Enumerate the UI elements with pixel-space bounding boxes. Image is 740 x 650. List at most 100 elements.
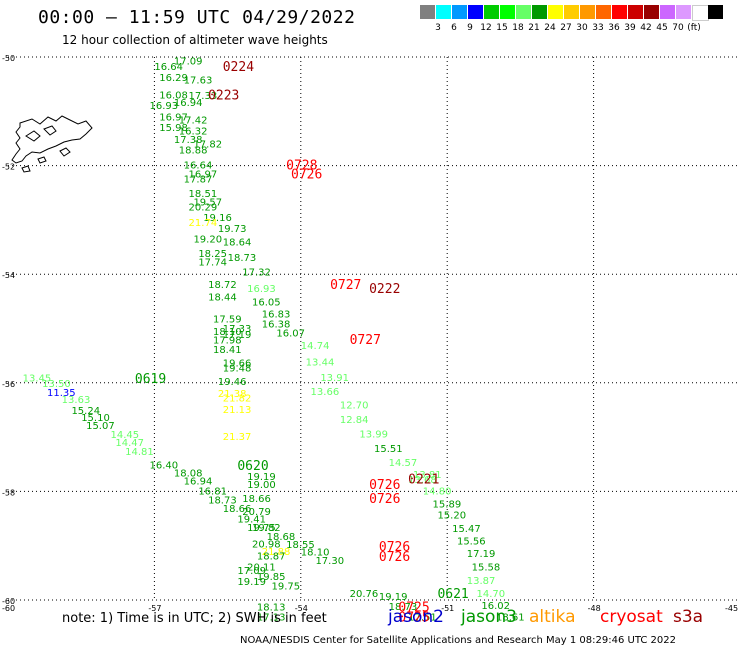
legend-swatch — [420, 5, 435, 19]
pass-time-label: 0728 — [286, 159, 317, 174]
lat-tick-label: -52 — [2, 163, 15, 172]
wave-height-label: 15.47 — [452, 524, 481, 535]
lon-tick-label: -57 — [148, 604, 161, 613]
legend-label: 21 — [528, 23, 540, 33]
wave-height-label: 15.56 — [457, 536, 486, 547]
lat-tick-label: -58 — [2, 488, 15, 497]
wave-height-label: 18.64 — [223, 238, 252, 249]
wave-height-label: 18.87 — [257, 551, 286, 562]
legend-swatch — [596, 5, 611, 19]
wave-height-label: 20.98 — [252, 540, 281, 551]
wave-height-label: 15.89 — [433, 499, 462, 510]
legend-label: 24 — [544, 23, 556, 33]
wave-height-label: 13.66 — [311, 387, 340, 398]
pass-time-label: 0727 — [330, 278, 361, 293]
wave-height-label: 13.68 — [408, 475, 437, 486]
legend-label: 30 — [576, 23, 588, 33]
lat-tick-label: -54 — [2, 271, 15, 280]
wave-height-label: 15.98 — [159, 123, 188, 134]
wave-height-label: 17.98 — [213, 335, 242, 346]
wave-height-label: 17.63 — [184, 75, 213, 86]
map-subtitle: 12 hour collection of altimeter wave hei… — [62, 33, 328, 47]
wave-height-label: 17.59 — [213, 315, 242, 326]
wave-height-label: 18.08 — [174, 468, 203, 479]
wave-height-label: 18.66 — [242, 494, 271, 505]
wave-height-label: 21.13 — [223, 405, 252, 416]
legend-label: 18 — [512, 23, 524, 33]
lat-tick-label: -56 — [2, 380, 15, 389]
wave-height-label: 14.45 — [110, 430, 139, 441]
wave-height-label: 16.64 — [184, 161, 213, 172]
wave-height-label: 18.10 — [213, 327, 242, 338]
wave-height-label: 20.76 — [350, 589, 379, 600]
wave-height-label: 13.81 — [413, 470, 442, 481]
wave-height-label: 16.97 — [189, 170, 218, 181]
pass-time-label: 0726 — [369, 478, 400, 493]
wave-height-label: 14.74 — [301, 341, 330, 352]
wave-height-label: 21.88 — [262, 547, 291, 558]
satellite-s3a: s3a — [673, 607, 704, 627]
legend-label: 36 — [608, 23, 620, 33]
axis-labels: -50 -52 -54 -56 -58 -60-60 -57 -54 -51 -48 -45 — [2, 54, 738, 613]
wave-height-label: 16.05 — [252, 297, 281, 308]
wave-height-label: 19.75 — [247, 523, 276, 534]
legend-swatch — [452, 5, 467, 19]
wave-height-label: 16.81 — [198, 486, 227, 497]
wave-height-label: 17.19 — [223, 330, 252, 341]
wave-height-label: 17.09 — [174, 56, 203, 67]
pass-time-label: 0222 — [369, 282, 400, 297]
wave-height-label: 18.13 — [257, 603, 286, 614]
wave-height-label: 11.35 — [47, 388, 76, 399]
wave-height-label: 17.82 — [193, 139, 222, 150]
wave-height-label: 18.73 — [228, 253, 257, 264]
wave-height-label: 19.46 — [218, 377, 247, 388]
wave-height-label: 15.20 — [437, 511, 466, 522]
lon-tick-label: -60 — [2, 604, 15, 613]
wave-height-label: 16.07 — [276, 328, 305, 339]
legend-swatch — [660, 5, 675, 19]
legend-swatch — [612, 5, 627, 19]
graticule — [8, 56, 740, 601]
wave-height-label: 16.38 — [262, 320, 291, 331]
wave-height-label: 15.51 — [374, 444, 403, 455]
legend-label: 39 — [624, 23, 636, 33]
legend-swatch — [436, 5, 451, 19]
wave-height-label: 13.91 — [320, 373, 349, 384]
wave-height-label: 17.51 — [408, 612, 437, 623]
wave-height-label: 18.25 — [198, 249, 227, 260]
wave-height-label: 18.88 — [179, 145, 208, 156]
pass-time-label: 0726 — [379, 540, 410, 555]
wave-height-label: 18.66 — [223, 504, 252, 515]
wave-height-label: 14.81 — [125, 447, 154, 458]
wave-height-label: 16.64 — [154, 62, 183, 73]
legend-swatch — [580, 5, 595, 19]
wave-height-label: 13.99 — [359, 429, 388, 440]
wave-height-label: 18.44 — [208, 292, 237, 303]
lat-tick-label: -60 — [2, 597, 15, 606]
wave-height-label: 16.29 — [159, 73, 188, 84]
footnote: note: 1) Time is in UTC; 2) SWH is in fe… — [62, 611, 327, 626]
legend-swatch — [468, 5, 483, 19]
legend-label: 42 — [640, 23, 652, 33]
pass-time-label: 0727 — [350, 333, 381, 348]
map-title: 00:00 – 11:59 UTC 04/29/2022 — [38, 7, 356, 28]
wave-height-label: 14.80 — [423, 486, 452, 497]
wave-height-label: 19.00 — [247, 480, 276, 491]
wave-height-label: 19.85 — [257, 572, 286, 583]
wave-height-label: 19.19 — [379, 592, 408, 603]
legend-swatch — [484, 5, 499, 19]
wave-height-label: 19.20 — [193, 234, 222, 245]
wave-height-label: 12.70 — [340, 401, 369, 412]
pass-time-label: 0725 — [398, 610, 429, 625]
legend-swatch — [548, 5, 563, 19]
wave-height-label: 17.87 — [184, 175, 213, 186]
satellite-jason2: jason2 — [388, 607, 444, 627]
legend-swatch — [500, 5, 515, 19]
legend-label: 6 — [451, 23, 457, 33]
wave-height-label: 17.19 — [467, 549, 496, 560]
legend-label: 45 — [656, 23, 668, 33]
wave-height-label: 18.41 — [213, 345, 242, 356]
legend-label: 15 — [496, 23, 508, 33]
